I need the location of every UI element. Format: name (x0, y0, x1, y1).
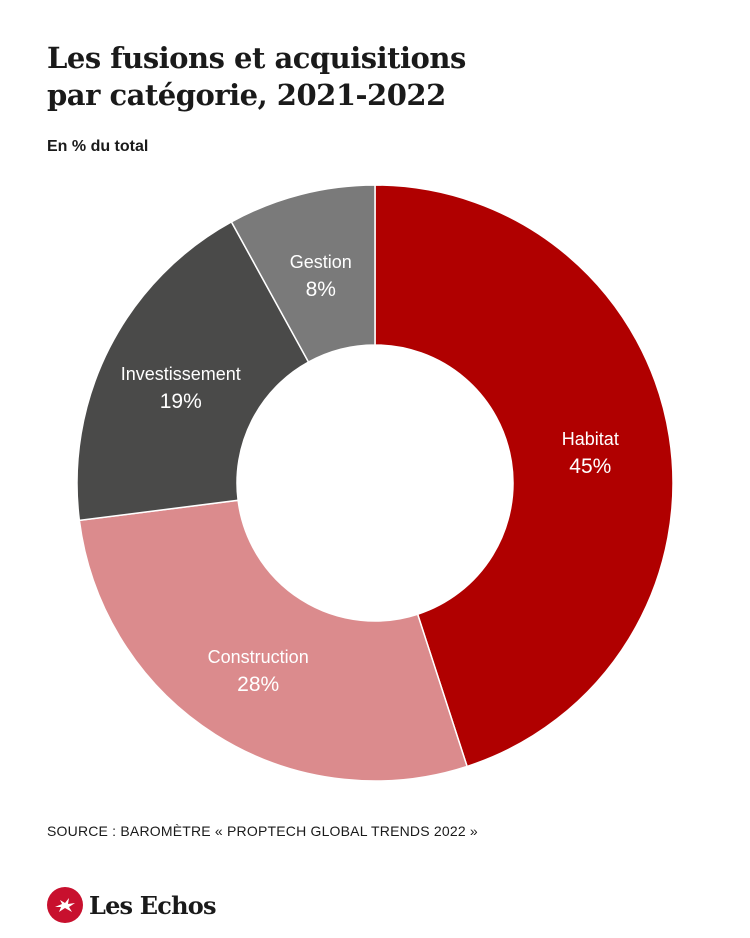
slice-habitat (374, 184, 674, 768)
slice-construction (78, 499, 469, 782)
source-note: SOURCE : BAROMÈTRE « PROPTECH GLOBAL TRE… (47, 823, 478, 839)
slice-investissement (76, 220, 310, 522)
chart-subtitle: En % du total (47, 138, 149, 155)
donut-slices (76, 184, 674, 782)
chart-title-line-1: Les fusions et acquisitions (47, 41, 466, 75)
chart-title: Les fusions et acquisitions par catégori… (47, 40, 707, 114)
brand-logo: Les Echos (47, 887, 216, 923)
slice-value-gestion: 8% (306, 278, 336, 301)
donut-labels: Habitat 45% Construction 28% Investissement 1… (121, 252, 619, 696)
slice-gestion (230, 184, 376, 364)
brand-logo-icon (47, 887, 83, 923)
slice-label-gestion: Gestion (290, 252, 352, 272)
slice-label-investissement: Investissement (121, 364, 241, 384)
slice-value-investissement: 19% (160, 390, 202, 413)
slice-label-habitat: Habitat (562, 429, 619, 449)
slice-value-habitat: 45% (569, 455, 611, 478)
slice-label-construction: Construction (208, 647, 309, 667)
slice-value-construction: 28% (237, 673, 279, 696)
donut-chart: Habitat 45% Construction 28% Investissement 1… (76, 184, 674, 782)
chart-title-line-2: par catégorie, 2021-2022 (47, 78, 446, 112)
brand-logo-text: Les Echos (89, 890, 216, 920)
